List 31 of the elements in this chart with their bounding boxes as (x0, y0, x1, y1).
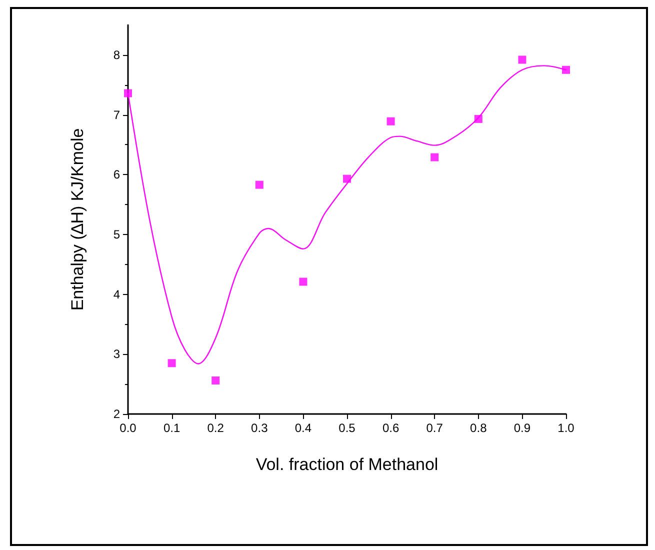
y-tick-label: 7 (113, 108, 120, 122)
x-tick-label: 0.3 (251, 421, 268, 435)
y-tick-label: 5 (113, 227, 120, 242)
point (124, 89, 132, 98)
point (386, 117, 395, 126)
x-tick-label: 0.0 (120, 421, 137, 435)
point (255, 180, 264, 189)
point (562, 66, 570, 74)
point (343, 174, 351, 183)
y-axis-title: Enthalpy (∆H) KJ/Kmole (68, 128, 87, 311)
point (474, 114, 482, 123)
x-tick-label: 0.4 (294, 421, 312, 435)
y-tick-label: 3 (113, 347, 120, 362)
x-tick-label: 0.2 (207, 421, 224, 435)
y-tick-label: 4 (113, 287, 120, 302)
point (430, 153, 439, 162)
point (212, 376, 220, 384)
y-tick-label: 6 (113, 168, 120, 182)
x-tick-label: 0.5 (338, 421, 356, 435)
x-tick-label: 0.1 (163, 421, 180, 435)
point (299, 278, 308, 286)
x-tick-label: 0.7 (426, 421, 444, 435)
y-tick-label: 2 (113, 407, 120, 421)
x-tick-label: 0.8 (470, 421, 488, 435)
y-tick-label: 8 (113, 48, 120, 62)
x-tick-label: 0.6 (382, 421, 400, 435)
x-tick-label: 0.9 (514, 421, 531, 435)
point (518, 56, 526, 64)
x-tick-label: 1.0 (558, 421, 575, 435)
x-axis-title: Vol. fraction of Methanol (256, 455, 438, 474)
point (168, 359, 176, 368)
